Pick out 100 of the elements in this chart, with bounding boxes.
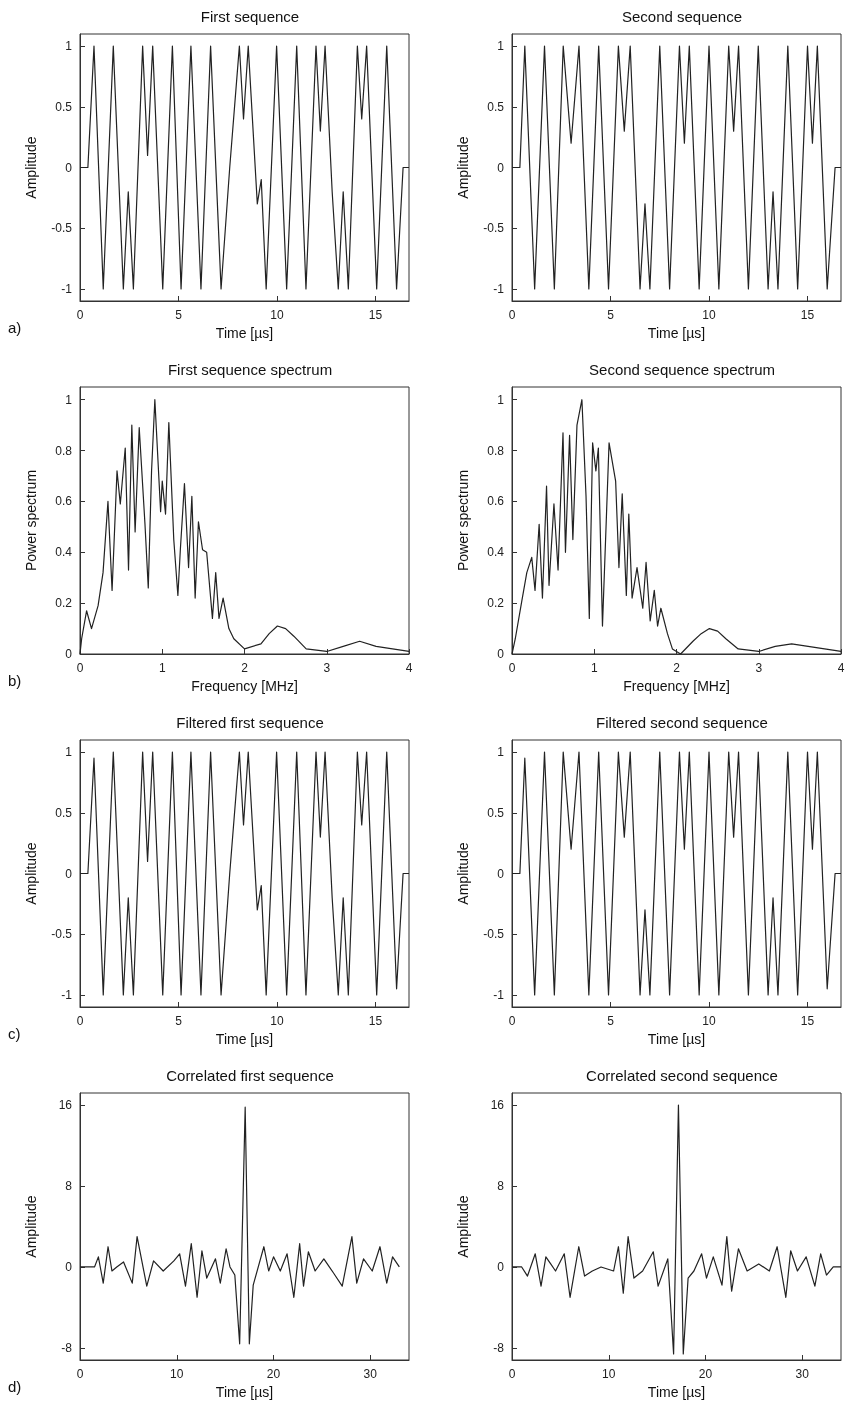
y-tick-label: 1: [65, 39, 73, 54]
x-tick-label: 15: [368, 1014, 383, 1028]
x-tick-label: 5: [175, 1014, 183, 1028]
y-tick-label: 0: [497, 1259, 505, 1274]
line-series: [79, 45, 410, 290]
y-tick-label: 0.8: [487, 443, 505, 458]
x-tick-label: 30: [795, 1367, 810, 1381]
y-tick-label: 1: [65, 745, 73, 760]
y-axis-title: Power spectrum: [455, 469, 471, 572]
y-tick-label: 0.4: [487, 545, 505, 560]
x-tick-label: 5: [175, 308, 183, 322]
x-tick-label: 15: [800, 308, 815, 322]
y-tick-label: 0.2: [55, 596, 73, 611]
chart-title: Correlated first sequence: [166, 1067, 334, 1084]
y-tick-label: -1: [493, 281, 505, 296]
x-tick-label: 10: [270, 1014, 284, 1028]
chart-title: Filtered second sequence: [596, 714, 768, 731]
y-tick-label: 1: [65, 392, 73, 407]
y-tick-label: -1: [61, 987, 73, 1002]
x-tick-label: 1: [590, 661, 598, 675]
y-axis-title: Power spectrum: [23, 469, 39, 572]
x-axis-title: Time [µs]: [215, 1030, 274, 1047]
x-tick-label: 2: [673, 661, 681, 675]
line-series: [79, 751, 410, 996]
y-tick-label: 1: [497, 745, 505, 760]
y-tick-label: 16: [490, 1098, 505, 1113]
x-axis-title: Frequency [MHz]: [623, 677, 730, 694]
x-tick-label: 30: [363, 1367, 378, 1381]
y-tick-label: 0.6: [487, 494, 505, 509]
x-tick-label: 3: [755, 661, 763, 675]
y-tick-label: 0: [65, 160, 73, 175]
x-tick-label: 10: [702, 308, 716, 322]
line-series: [511, 45, 842, 290]
y-tick-label: 0: [65, 866, 73, 881]
text: b): [8, 672, 22, 689]
y-axis-title: Amplitude: [23, 1195, 39, 1258]
y-tick-label: 0: [497, 866, 505, 881]
y-tick-label: 0.5: [487, 99, 505, 114]
x-tick-label: 3: [323, 661, 331, 675]
y-tick-label: 8: [497, 1179, 505, 1194]
x-tick-label: 0: [508, 1367, 516, 1381]
x-tick-label: 5: [607, 308, 615, 322]
x-tick-label: 0: [508, 308, 516, 322]
x-tick-label: 10: [170, 1367, 184, 1381]
x-tick-label: 20: [266, 1367, 281, 1381]
y-tick-label: 0.5: [487, 805, 505, 820]
chart-title: First sequence spectrum: [167, 361, 333, 378]
y-tick-label: 0: [497, 647, 505, 661]
y-tick-label: 16: [58, 1098, 73, 1113]
text: d): [8, 1378, 22, 1395]
y-tick-label: -1: [61, 281, 73, 296]
line-series: [79, 1106, 400, 1345]
y-tick-label: -0.5: [51, 927, 73, 942]
x-axis-title: Time [µs]: [647, 1383, 706, 1400]
y-tick-label: 8: [65, 1179, 73, 1194]
y-tick-label: 0.5: [55, 99, 73, 114]
text: c): [8, 1025, 21, 1042]
y-axis-title: Amplitude: [23, 842, 39, 905]
x-tick-label: 5: [607, 1014, 615, 1028]
x-tick-label: 0: [76, 661, 84, 675]
x-tick-label: 4: [837, 661, 845, 675]
x-tick-label: 10: [702, 1014, 716, 1028]
x-axis-title: Time [µs]: [647, 1030, 706, 1047]
x-tick-label: 15: [800, 1014, 815, 1028]
chart-title: Second sequence: [621, 8, 743, 25]
x-tick-label: 15: [368, 308, 383, 322]
y-tick-label: -8: [493, 1340, 505, 1355]
y-axis-title: Amplitude: [455, 136, 471, 199]
y-axis-title: Amplitude: [455, 842, 471, 905]
x-axis-title: Time [µs]: [215, 1383, 274, 1400]
x-tick-label: 0: [76, 1014, 84, 1028]
y-tick-label: 0.8: [55, 443, 73, 458]
y-tick-label: 0.6: [55, 494, 73, 509]
y-tick-label: -1: [493, 987, 505, 1002]
x-tick-label: 0: [76, 1367, 84, 1381]
y-axis-title: Amplitude: [455, 1195, 471, 1258]
y-tick-label: -0.5: [51, 221, 73, 236]
chart-title: Correlated second sequence: [586, 1067, 778, 1084]
x-tick-label: 10: [602, 1367, 616, 1381]
y-tick-label: -0.5: [483, 927, 505, 942]
x-tick-label: 0: [508, 1014, 516, 1028]
chart-title: Filtered first sequence: [176, 714, 324, 731]
x-tick-label: 0: [76, 308, 84, 322]
y-tick-label: 1: [497, 39, 505, 54]
line-series: [511, 751, 842, 996]
y-tick-label: 0.4: [55, 545, 73, 560]
x-tick-label: 4: [405, 661, 413, 675]
y-tick-label: 1: [497, 392, 505, 407]
y-tick-label: -0.5: [483, 221, 505, 236]
x-tick-label: 10: [270, 308, 284, 322]
y-tick-label: 0.5: [55, 805, 73, 820]
y-tick-label: -8: [61, 1340, 73, 1355]
y-axis-title: Amplitude: [23, 136, 39, 199]
x-tick-label: 0: [508, 661, 516, 675]
x-axis-title: Time [µs]: [647, 324, 706, 341]
y-tick-label: 0.2: [487, 596, 505, 611]
line-series: [511, 1104, 842, 1355]
chart-title: First sequence: [200, 8, 300, 25]
x-axis-title: Time [µs]: [215, 324, 274, 341]
text: a): [8, 319, 22, 336]
